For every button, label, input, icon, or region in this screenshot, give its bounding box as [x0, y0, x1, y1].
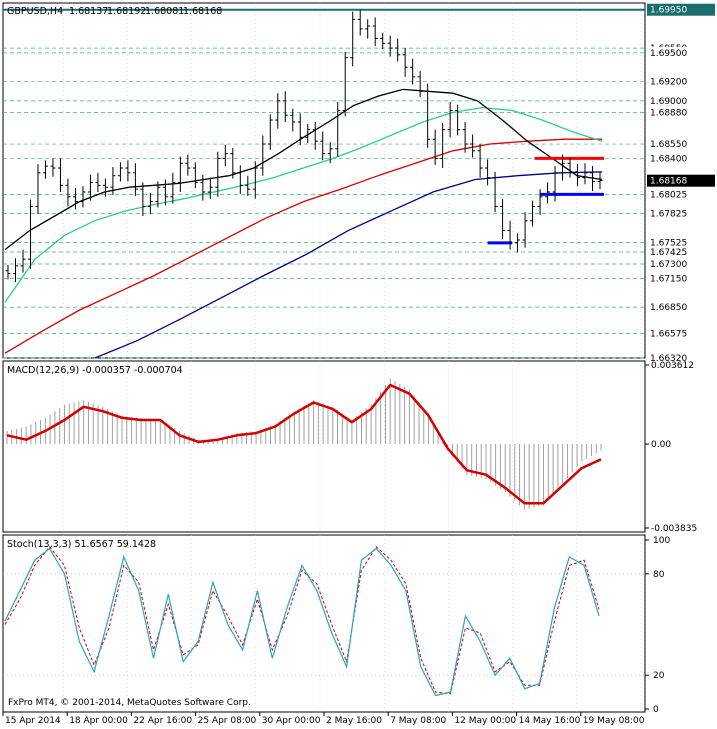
price-axis-label: 1.67525 [650, 238, 687, 248]
time-axis-label: 30 Apr 00:00 [262, 716, 321, 726]
time-axis-label: 7 May 08:00 [390, 716, 446, 726]
macd-axis-label: -0.003835 [651, 524, 697, 534]
current-price-tag [647, 174, 715, 187]
price-panel-frame [2, 2, 646, 359]
time-axis-label: 12 May 00:00 [454, 716, 516, 726]
price-axis-label-bg [647, 301, 715, 314]
macd-axis-label: 0.00 [651, 440, 671, 450]
macd-axis-label: 0.003612 [651, 361, 694, 371]
ohlc-high: 1.68192 [107, 6, 146, 17]
price-axis-label: 1.66850 [650, 303, 687, 313]
price-axis-label-bg [647, 207, 715, 220]
stoch-main-line [4, 547, 600, 697]
price-axis-label-bg [647, 327, 715, 340]
ohlc-open: 1.68137 [69, 6, 108, 17]
price-grid [3, 3, 645, 712]
stoch-axis-label: 0 [653, 705, 659, 715]
time-axis-label: 2 May 16:00 [326, 716, 382, 726]
price-axis-label-bg [647, 236, 715, 249]
price-axis-label: 1.67425 [650, 248, 687, 258]
price-axis-label: 1.67825 [650, 210, 687, 220]
price-axis-label-bg [647, 245, 715, 258]
macd-title: MACD(12,26,9) -0.000357 -0.000704 [7, 365, 183, 376]
price-axis: 1.699501.695501.695001.692001.690001.688… [647, 3, 715, 364]
price-bars [5, 9, 603, 283]
price-axis-label: 1.69200 [650, 78, 687, 88]
stoch-axis-label: 100 [653, 536, 670, 546]
top-level-tag [647, 3, 715, 16]
price-axis-label-bg [647, 152, 715, 165]
macd-signal-line [6, 383, 602, 505]
ohlc-low: 1.68081 [145, 6, 184, 17]
price-axis-label: 1.68550 [650, 140, 687, 150]
time-axis: 15 Apr 2014 18 Apr 00:00 22 Apr 16:00 25 Ap… [2, 712, 645, 726]
price-axis-label-bg [647, 138, 715, 151]
price-axis-label: 1.68168 [650, 177, 687, 187]
price-axis-label: 1.66575 [650, 330, 687, 340]
stoch-panel-frame [2, 534, 646, 713]
stoch-axis-label: 20 [653, 671, 665, 681]
ma-mid-line [4, 106, 603, 303]
price-axis-label: 1.69500 [650, 49, 687, 59]
price-axis-label-bg [647, 188, 715, 201]
price-overlays [3, 8, 645, 359]
price-axis-label-bg [647, 257, 715, 270]
stoch-plot: 100 80 20 0 [3, 536, 670, 715]
price-axis-label: 1.67300 [650, 260, 687, 270]
ma-fast-line [4, 88, 603, 251]
price-axis-label-bg [647, 352, 715, 364]
price-axis-label-bg [647, 106, 715, 119]
time-axis-label: 22 Apr 16:00 [133, 716, 192, 726]
price-axis-label-bg [647, 272, 715, 285]
time-axis-label: 15 Apr 2014 [5, 716, 61, 726]
price-axis-label-bg [647, 94, 715, 107]
stoch-axis-label: 80 [653, 570, 665, 580]
ohlc-close: 1.68168 [183, 6, 222, 17]
price-axis-label: 1.67150 [650, 274, 687, 284]
symbol-label: GBPUSD,H4 [7, 6, 63, 17]
macd-plot: 0.003612 0.00 -0.003835 [6, 361, 697, 534]
price-axis-label: 1.68025 [650, 190, 687, 200]
price-axis-label-bg [647, 46, 715, 59]
price-axis-label: 1.66320 [650, 354, 687, 364]
macd-panel-frame [2, 360, 646, 533]
ma-long-line [94, 171, 603, 359]
price-axis-label: 1.69000 [650, 97, 687, 107]
stoch-title: Stoch(13,3,3) 51.6567 59.1428 [7, 539, 156, 550]
time-axis-label: 19 May 08:00 [583, 716, 645, 726]
price-axis-label: 1.68400 [650, 154, 687, 164]
time-axis-label: 25 Apr 08:00 [198, 716, 257, 726]
price-axis-label-bg [647, 75, 715, 88]
price-axis-label: 1.68880 [650, 108, 687, 118]
stoch-signal-line [4, 545, 600, 695]
ma-slow-line [4, 138, 602, 354]
time-axis-label: 14 May 16:00 [519, 716, 581, 726]
time-axis-label: 18 Apr 00:00 [69, 716, 128, 726]
price-axis-label: 1.69950 [650, 6, 687, 16]
copyright-text: FxPro MT4, © 2001-2014, MetaQuotes Softw… [8, 698, 251, 708]
